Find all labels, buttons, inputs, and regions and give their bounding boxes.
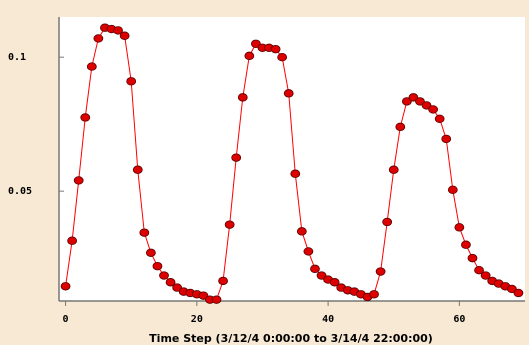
- data-point: [434, 114, 445, 124]
- plot-area: [59, 17, 525, 301]
- data-point: [303, 247, 314, 256]
- data-point: [283, 89, 294, 98]
- data-point: [60, 282, 71, 291]
- data-points: [60, 23, 524, 304]
- data-point: [421, 101, 432, 110]
- data-point: [73, 176, 84, 185]
- data-point: [375, 267, 386, 276]
- x-tick-label: 40: [322, 314, 334, 325]
- data-point: [251, 39, 261, 48]
- data-point: [270, 44, 281, 54]
- data-point: [159, 271, 169, 280]
- data-point: [506, 284, 517, 294]
- data-point: [237, 93, 248, 102]
- data-point: [310, 264, 320, 274]
- data-point: [198, 291, 209, 300]
- data-point: [67, 236, 78, 245]
- x-tick-label: 20: [191, 314, 203, 325]
- data-point: [382, 217, 393, 227]
- data-point: [172, 283, 183, 292]
- data-point: [480, 271, 491, 280]
- data-point: [316, 271, 327, 280]
- data-point: [152, 261, 163, 271]
- data-point: [277, 52, 288, 62]
- data-point: [447, 185, 458, 195]
- data-point: [474, 265, 484, 275]
- data-point: [211, 295, 222, 304]
- x-tick-label: 60: [453, 314, 465, 325]
- data-point: [441, 134, 452, 144]
- data-point: [132, 165, 143, 174]
- data-point: [93, 34, 104, 43]
- x-axis-ticks: 0 20 40 60: [63, 301, 465, 325]
- data-point: [113, 26, 123, 35]
- x-tick-label: 0: [63, 314, 69, 325]
- data-point: [145, 248, 156, 257]
- data-point: [126, 77, 137, 86]
- data-point: [415, 97, 425, 106]
- data-point: [290, 169, 301, 178]
- data-point: [395, 122, 406, 132]
- data-point: [224, 220, 235, 229]
- x-axis-title: Time Step (3/12/4 0:00:00 to 3/14/4 22:0…: [149, 332, 433, 345]
- data-point: [428, 105, 439, 114]
- data-point: [513, 288, 524, 298]
- y-axis-ticks: 0.05 0.1: [8, 52, 64, 197]
- data-point: [296, 227, 307, 236]
- data-point: [86, 62, 97, 71]
- data-point: [467, 253, 478, 263]
- data-point: [165, 278, 176, 287]
- data-point: [401, 97, 412, 106]
- series-line: [65, 27, 519, 301]
- data-point: [369, 290, 379, 299]
- y-tick-label: 0.05: [8, 186, 32, 197]
- data-point: [454, 223, 465, 232]
- data-point: [329, 278, 340, 287]
- data-point: [119, 31, 130, 40]
- y-tick-label: 0.1: [8, 52, 26, 63]
- data-point: [244, 51, 255, 61]
- data-point: [139, 228, 150, 237]
- data-point: [461, 240, 471, 249]
- data-point: [408, 93, 419, 102]
- data-point: [231, 153, 242, 162]
- data-point: [80, 113, 91, 122]
- data-point: [218, 276, 228, 286]
- data-point: [388, 165, 399, 174]
